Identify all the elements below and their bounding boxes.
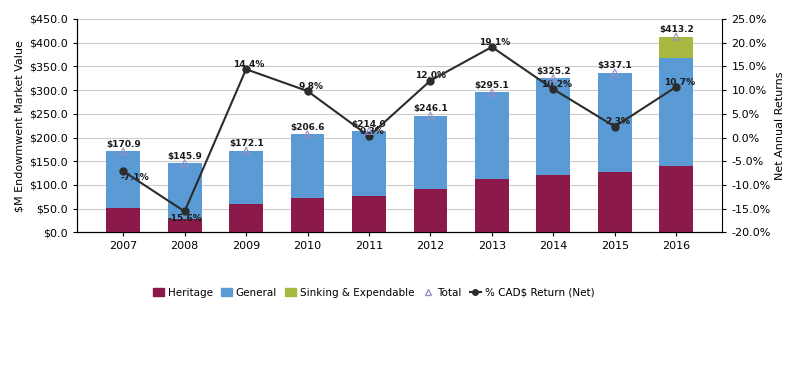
Text: $295.1: $295.1 <box>474 81 510 90</box>
Bar <box>537 78 570 175</box>
Bar <box>290 134 325 198</box>
Bar <box>352 131 386 196</box>
Point <box>178 160 191 166</box>
Bar <box>598 172 632 232</box>
Text: 14.4%: 14.4% <box>234 60 265 69</box>
Bar <box>229 151 263 204</box>
Point <box>240 148 253 154</box>
Text: $337.1: $337.1 <box>598 61 632 70</box>
Text: 12.0%: 12.0% <box>415 71 446 81</box>
Point <box>486 90 498 96</box>
Point <box>424 113 437 119</box>
Bar <box>659 37 693 58</box>
Bar <box>475 179 509 232</box>
Text: 10.2%: 10.2% <box>541 80 572 89</box>
Y-axis label: Net Annual Returns: Net Annual Returns <box>775 71 785 180</box>
Y-axis label: $M Endowmwent Market Value: $M Endowmwent Market Value <box>15 40 25 212</box>
Text: $214.0: $214.0 <box>352 119 386 129</box>
Text: 9.8%: 9.8% <box>298 82 323 91</box>
Point <box>608 70 621 76</box>
Text: -15.6%: -15.6% <box>167 214 202 223</box>
Bar <box>229 204 263 232</box>
Text: 2.3%: 2.3% <box>606 117 630 126</box>
Text: $246.1: $246.1 <box>414 104 448 113</box>
Point <box>301 131 314 137</box>
Bar <box>290 198 325 232</box>
Bar <box>352 196 386 232</box>
Text: $325.2: $325.2 <box>536 67 570 76</box>
Text: 0.3%: 0.3% <box>360 127 385 136</box>
Text: $172.1: $172.1 <box>229 139 264 149</box>
Point <box>547 75 560 81</box>
Text: -7.1%: -7.1% <box>120 173 149 182</box>
Text: $145.9: $145.9 <box>167 152 202 161</box>
Text: $170.9: $170.9 <box>106 140 141 149</box>
Bar <box>537 175 570 232</box>
Bar <box>106 151 140 208</box>
Bar <box>414 189 447 232</box>
Legend: Heritage, General, Sinking & Expendable, Total, % CAD$ Return (Net): Heritage, General, Sinking & Expendable,… <box>150 284 598 302</box>
Text: $413.2: $413.2 <box>659 25 694 34</box>
Point <box>362 128 375 134</box>
Bar <box>168 219 202 232</box>
Text: 19.1%: 19.1% <box>479 38 510 47</box>
Point <box>670 34 682 40</box>
Bar <box>659 58 693 166</box>
Bar <box>414 116 447 189</box>
Bar <box>598 73 632 172</box>
Text: $206.6: $206.6 <box>290 123 325 132</box>
Bar <box>659 166 693 232</box>
Text: 10.7%: 10.7% <box>664 77 695 87</box>
Bar <box>106 208 140 232</box>
Bar <box>168 163 202 219</box>
Point <box>117 148 130 154</box>
Bar <box>475 93 509 179</box>
